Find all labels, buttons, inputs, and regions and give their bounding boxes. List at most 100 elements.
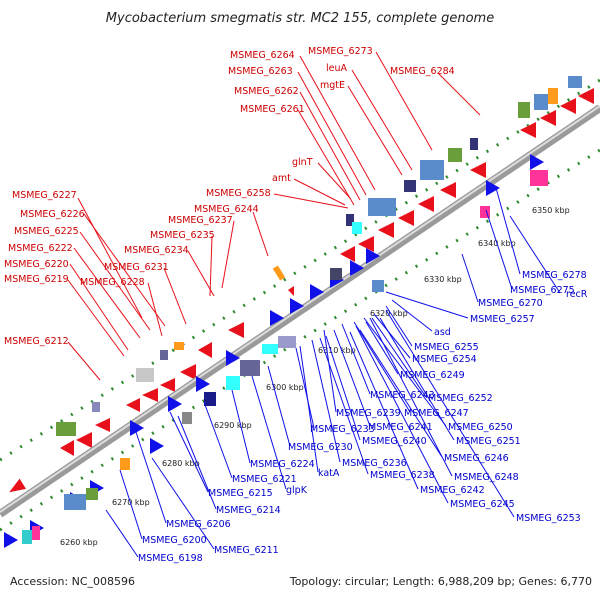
accession-text: Accession: NC_008596	[10, 575, 135, 588]
feature-block	[518, 102, 530, 118]
gene-label: MSMEG_6254	[412, 354, 477, 365]
reverse-feature-block	[182, 412, 192, 424]
gene-label: MSMEG_6247	[404, 408, 469, 419]
reverse-arrow	[130, 420, 144, 436]
reverse-strand-features	[4, 154, 548, 548]
gene-label: MSMEG_6211	[214, 545, 279, 556]
gene-label: MSMEG_6234	[124, 245, 189, 256]
gene-label: MSMEG_6239	[336, 408, 401, 419]
reverse-arrow	[168, 396, 182, 412]
gene-label: asd	[434, 327, 451, 338]
map-title: Mycobacterium smegmatis str. MC2 155, co…	[106, 11, 494, 26]
reverse-arrow	[290, 298, 304, 314]
reverse-feature-block	[86, 488, 98, 500]
forward-arrow	[440, 182, 456, 198]
gene-label: MSMEG_6258	[206, 188, 271, 199]
forward-arrow	[76, 432, 92, 448]
gene-label: MSMEG_6237	[168, 215, 233, 226]
gene-label: MSMEG_6226	[20, 209, 85, 220]
gene-label: amt	[272, 173, 291, 184]
gene-label: MSMEG_6273	[308, 46, 373, 57]
topology-text: Topology: circular; Length: 6,988,209 bp…	[289, 575, 592, 588]
gene-label: MSMEG_6264	[230, 50, 295, 61]
gene-label: MSMEG_6200	[142, 535, 207, 546]
gene-label: MSMEG_6249	[400, 370, 465, 381]
forward-arrow	[142, 388, 158, 402]
gene-label: MSMEG_6198	[138, 553, 203, 564]
reverse-arrow	[150, 438, 164, 454]
gene-label: MSMEG_6238	[370, 470, 435, 481]
gene-label: MSMEG_6270	[478, 298, 543, 309]
gene-label: MSMEG_6231	[104, 262, 169, 273]
forward-arrow	[288, 286, 294, 296]
forward-arrow	[198, 342, 212, 358]
gene-label: MSMEG_6219	[4, 274, 69, 285]
gene-label: MSMEG_6240	[362, 436, 427, 447]
forward-arrow	[540, 110, 556, 126]
reverse-feature-block	[204, 392, 216, 406]
reverse-feature-block	[240, 360, 260, 376]
reverse-labels: MSMEG_6278 MSMEG_6275 recR MSMEG_6270 MS…	[138, 270, 588, 564]
gene-label: MSMEG_6215	[208, 488, 273, 499]
reverse-arrow	[310, 284, 324, 300]
forward-arrow	[228, 322, 244, 338]
gene-label: MSMEG_6252	[428, 393, 493, 404]
forward-arrow	[9, 478, 26, 493]
feature-block	[346, 214, 354, 226]
gene-label: glnT	[292, 157, 313, 168]
gene-label: MSMEG_6245	[450, 499, 515, 510]
gene-label: MSMEG_6228	[80, 277, 145, 288]
reverse-leader-lines	[105, 187, 561, 558]
gene-label: MSMEG_6222	[8, 243, 73, 254]
gene-label: katA	[318, 468, 340, 479]
reverse-arrow	[226, 350, 240, 366]
reverse-arrow	[270, 310, 284, 326]
gene-label: MSMEG_6233	[310, 424, 375, 435]
reverse-arrow	[366, 248, 380, 264]
forward-arrow	[560, 98, 576, 114]
gene-label: MSMEG_6243	[370, 390, 435, 401]
feature-block	[448, 148, 462, 162]
gene-label: MSMEG_6212	[4, 336, 69, 347]
gene-label: MSMEG_6253	[516, 513, 581, 524]
reverse-arrow	[350, 260, 364, 276]
gene-label: MSMEG_6225	[14, 226, 79, 237]
feature-block	[92, 402, 100, 412]
gene-label: MSMEG_6220	[4, 259, 69, 270]
gene-label: MSMEG_6236	[342, 458, 407, 469]
kbp-tick-label: 6280 kbp	[162, 459, 200, 468]
feature-block	[470, 138, 478, 150]
kbp-tick-label: 6330 kbp	[424, 275, 462, 284]
feature-block	[352, 222, 362, 234]
gene-label: MSMEG_6255	[414, 342, 479, 353]
gene-label: MSMEG_6261	[240, 104, 305, 115]
gene-label: recR	[566, 289, 588, 300]
gene-label: MSMEG_6278	[522, 270, 587, 281]
gene-label: MSMEG_6224	[250, 459, 315, 470]
forward-arrow	[358, 236, 374, 252]
reverse-feature-block	[372, 280, 384, 292]
feature-block	[548, 88, 558, 104]
forward-arrow	[578, 88, 594, 104]
gene-label: MSMEG_6227	[12, 190, 77, 201]
feature-block	[56, 422, 76, 436]
kbp-tick-label: 6320 kbp	[370, 309, 408, 318]
gene-label: MSMEG_6251	[456, 436, 521, 447]
forward-arrow	[160, 378, 175, 392]
feature-block	[368, 198, 396, 216]
feature-block	[160, 350, 168, 360]
gene-label: MSMEG_6241	[368, 422, 433, 433]
forward-feature-block	[272, 265, 286, 281]
forward-arrow	[95, 418, 110, 432]
gene-label: MSMEG_6214	[216, 505, 281, 516]
feature-block	[404, 180, 416, 192]
forward-arrow	[60, 440, 74, 456]
gene-label: MSMEG_6244	[194, 204, 259, 215]
reverse-feature-block	[64, 494, 86, 510]
forward-arrow	[470, 162, 486, 178]
gene-label: MSMEG_6235	[150, 230, 215, 241]
reverse-feature-block	[330, 268, 342, 280]
feature-blocks	[56, 76, 582, 436]
feature-block	[420, 160, 444, 180]
reverse-feature-block	[32, 526, 40, 540]
